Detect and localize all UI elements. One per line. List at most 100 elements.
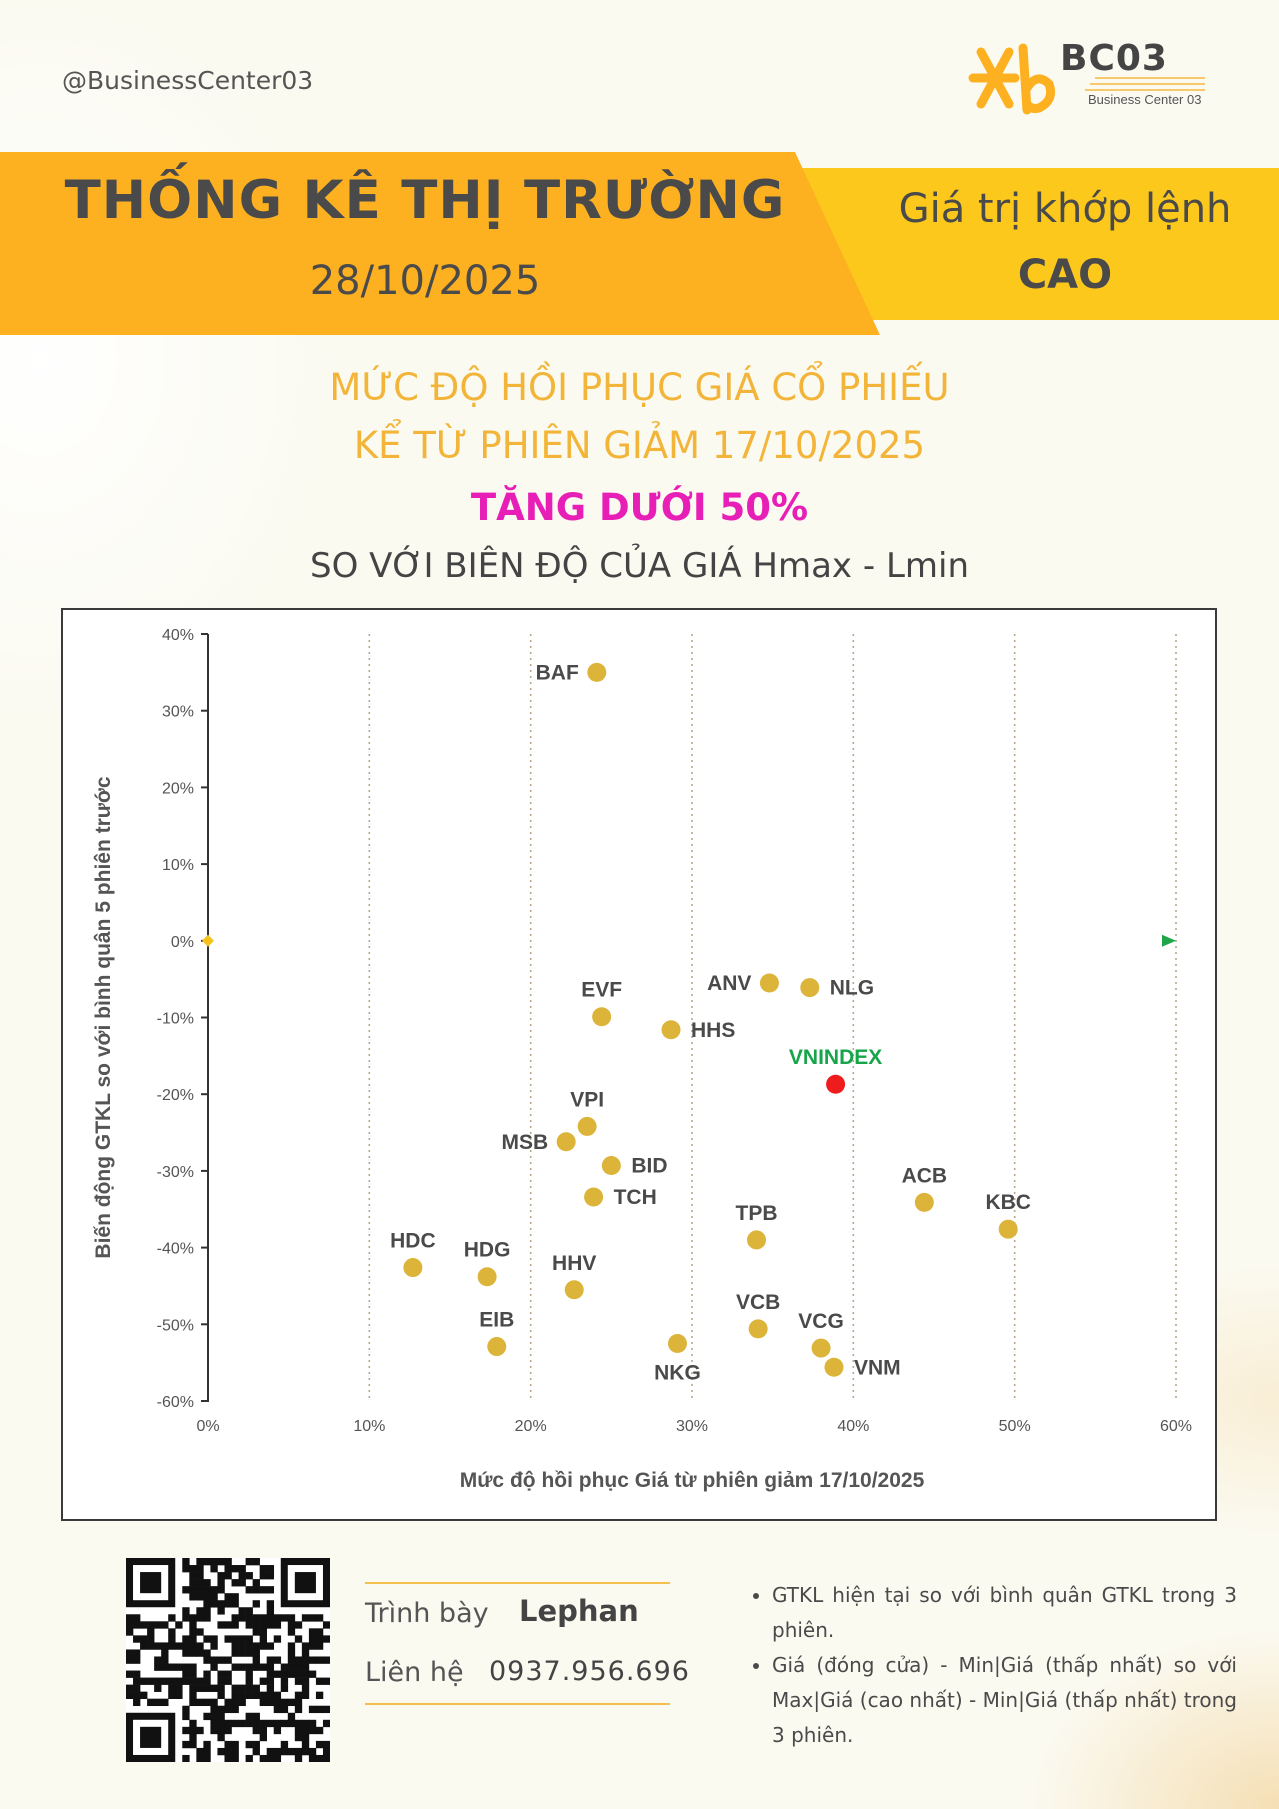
qr-module: [273, 1670, 282, 1678]
data-point: [811, 1338, 831, 1358]
qr-module: [126, 1684, 134, 1692]
banner-date: 28/10/2025: [309, 258, 541, 304]
qr-module: [294, 1705, 303, 1714]
qr-module: [252, 1726, 260, 1735]
qr-module: [266, 1621, 275, 1629]
qr-module: [287, 1747, 296, 1756]
qr-module: [140, 1691, 148, 1699]
qr-module: [217, 1558, 225, 1566]
data-label: VCB: [736, 1291, 780, 1314]
qr-module: [280, 1663, 289, 1671]
qr-module: [266, 1565, 275, 1573]
data-point: [577, 1116, 597, 1136]
data-label: TCH: [614, 1186, 657, 1209]
qr-module: [245, 1621, 253, 1629]
qr-module: [322, 1705, 330, 1714]
qr-module: [224, 1635, 232, 1643]
qr-module: [287, 1621, 296, 1629]
qr-module: [266, 1747, 275, 1756]
banner-right-line1: Giá trị khớp lệnh: [898, 186, 1232, 232]
qr-module: [224, 1656, 232, 1664]
qr-module: [210, 1719, 218, 1728]
qr-module: [301, 1719, 310, 1728]
qr-module: [259, 1586, 267, 1594]
qr-module: [196, 1754, 204, 1762]
qr-module: [147, 1698, 155, 1707]
qr-module: [308, 1642, 317, 1650]
qr-module: [280, 1670, 289, 1678]
qr-module: [196, 1586, 204, 1594]
qr-module: [266, 1670, 275, 1678]
qr-module: [259, 1698, 267, 1707]
qr-module: [196, 1628, 204, 1636]
qr-module: [294, 1733, 303, 1742]
data-label: BID: [631, 1155, 667, 1178]
y-tick-label: 40%: [162, 627, 194, 644]
x-tick-label: 40%: [837, 1418, 869, 1435]
qr-module: [287, 1642, 296, 1650]
qr-module: [224, 1600, 232, 1608]
data-point: [556, 1132, 576, 1152]
y-tick-label: -40%: [157, 1241, 194, 1258]
qr-module: [133, 1635, 141, 1643]
qr-module: [133, 1656, 141, 1664]
qr-module: [266, 1719, 275, 1728]
qr-module: [238, 1719, 246, 1728]
qr-module: [252, 1663, 260, 1671]
qr-module: [217, 1670, 225, 1678]
divider-bottom: [365, 1703, 670, 1705]
qr-module: [154, 1684, 162, 1692]
qr-module: [196, 1607, 204, 1615]
qr-module: [294, 1670, 303, 1678]
qr-module: [161, 1677, 169, 1685]
qr-module: [168, 1642, 176, 1650]
qr-module: [133, 1691, 141, 1699]
scatter-chart-frame: 40% 30% 20% 10% 0% -10% -20% -30% -40% -50% -60% 0%…: [61, 608, 1217, 1521]
qr-module: [294, 1663, 303, 1671]
qr-module: [266, 1614, 275, 1622]
x-tick-label: 60%: [1160, 1418, 1192, 1435]
contact-phone[interactable]: 0937.956.696: [489, 1656, 690, 1687]
qr-module: [252, 1691, 260, 1699]
qr-code[interactable]: [126, 1558, 330, 1762]
footnote-item: Giá (đóng cửa) - Min|Giá (thấp nhất) so …: [772, 1648, 1237, 1753]
social-handle: @BusinessCenter03: [62, 66, 314, 95]
y-tick-label: 30%: [162, 704, 194, 721]
qr-module: [259, 1726, 267, 1735]
qr-module: [266, 1572, 275, 1580]
qr-module: [273, 1698, 282, 1707]
qr-module: [245, 1607, 253, 1615]
data-point: [487, 1337, 507, 1357]
qr-module: [189, 1642, 197, 1650]
y-tick-label: -10%: [157, 1011, 194, 1028]
qr-module: [231, 1663, 239, 1671]
qr-module: [224, 1719, 232, 1728]
qr-module: [231, 1705, 239, 1714]
qr-module: [287, 1670, 296, 1678]
qr-module: [196, 1579, 204, 1587]
qr-module: [203, 1670, 211, 1678]
qr-module: [189, 1740, 197, 1749]
qr-module: [133, 1670, 141, 1678]
qr-module: [196, 1565, 204, 1573]
data-point: [477, 1267, 497, 1287]
qr-module: [301, 1614, 310, 1622]
qr-module: [287, 1719, 296, 1728]
qr-module: [189, 1621, 197, 1629]
qr-module: [273, 1656, 282, 1664]
qr-module: [308, 1635, 317, 1643]
qr-module: [301, 1726, 310, 1735]
qr-module: [287, 1663, 296, 1671]
qr-module: [245, 1649, 253, 1657]
qr-module: [217, 1656, 225, 1664]
qr-module: [203, 1607, 211, 1615]
data-label: TPB: [736, 1202, 778, 1225]
qr-module: [189, 1593, 197, 1601]
qr-module: [259, 1565, 267, 1573]
qr-module: [203, 1677, 211, 1685]
qr-module: [294, 1747, 303, 1756]
qr-module: [308, 1719, 317, 1728]
qr-module: [301, 1747, 310, 1756]
qr-module: [259, 1614, 267, 1622]
qr-module: [315, 1754, 324, 1762]
